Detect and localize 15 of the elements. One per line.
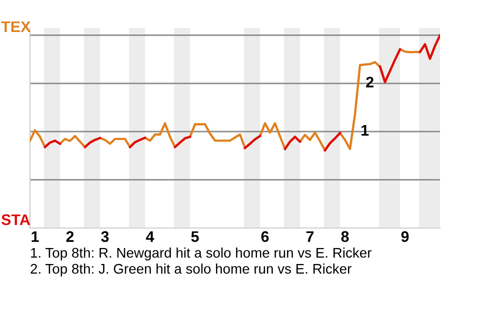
text: 2. Top 8th: J. Green hit a solo home run vs E. Ricker	[30, 264, 352, 276]
annotation: 1	[362, 125, 369, 136]
text: TEX	[1, 21, 31, 32]
x-tick-label: 8	[341, 231, 349, 242]
text: 1. Top 8th: R. Newgard hit a solo home run vs E. Ricker	[31, 248, 372, 260]
x-tick-label: 6	[261, 231, 269, 242]
annotation: 2	[366, 76, 374, 88]
x-tick-label: 9	[401, 231, 409, 242]
x-tick-label: 5	[191, 231, 199, 242]
x-tick-label: 1	[32, 231, 39, 242]
x-tick-label: 7	[306, 231, 314, 242]
annotation: STA	[1, 214, 30, 226]
x-tick-label: 4	[146, 231, 154, 242]
x-tick-label: 2	[66, 231, 74, 242]
x-tick-label: 3	[101, 231, 109, 242]
